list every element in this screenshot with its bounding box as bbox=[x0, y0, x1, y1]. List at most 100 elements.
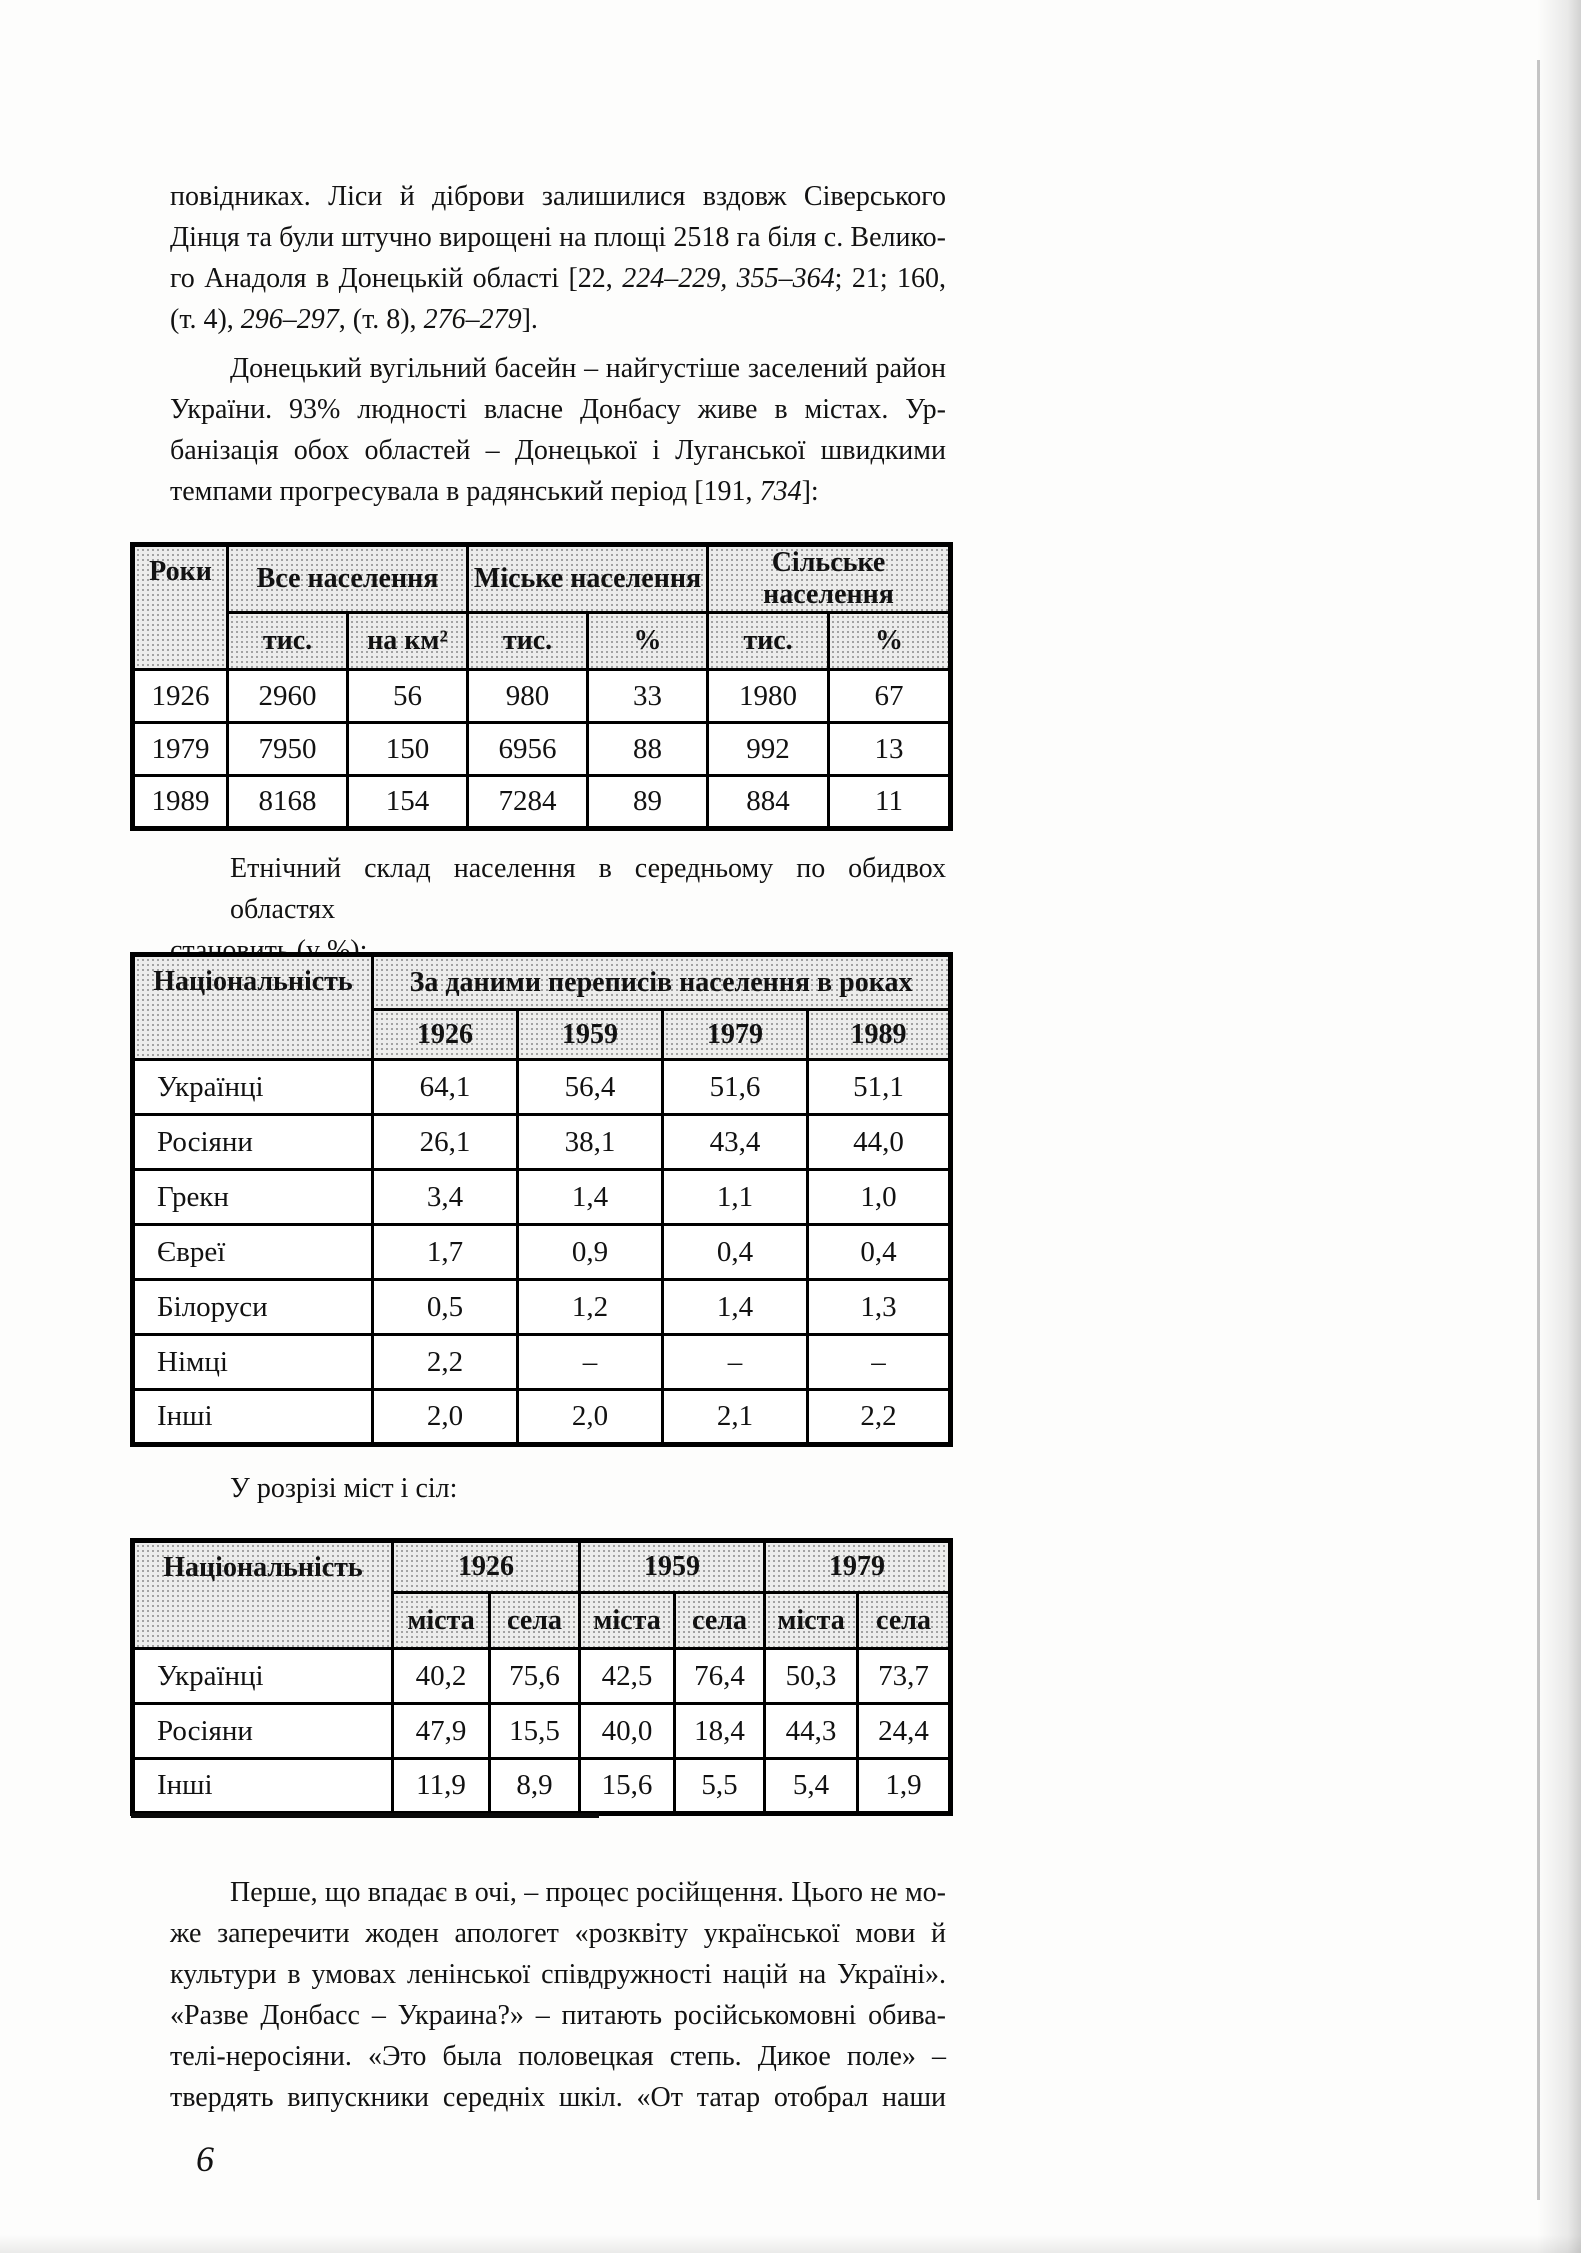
subheader-year: 1926 bbox=[371, 1008, 519, 1061]
table-subheader-row: міста села міста села міста села bbox=[133, 1591, 952, 1650]
cell: 44,3 bbox=[763, 1702, 859, 1760]
cell: 2,0 bbox=[516, 1388, 664, 1446]
text-line: «Разве Донбасс – Украина?» – питають рос… bbox=[170, 2000, 946, 2031]
header-census-years: За даними переписів населення в роках bbox=[370, 953, 953, 1011]
paragraph-3: Етнічний склад населення в середньому по… bbox=[170, 848, 946, 971]
subheader: тис. bbox=[706, 611, 831, 671]
text-line: культури в умовах ленінської співдружнос… bbox=[170, 1959, 946, 1990]
paragraph-2: Донецький вугільний басейн – найгустіше … bbox=[170, 348, 946, 512]
cell: 8,9 bbox=[488, 1757, 581, 1815]
table-row: Росіяни 47,9 15,5 40,0 18,4 44,3 24,4 bbox=[131, 1702, 952, 1760]
cell: 15,5 bbox=[488, 1702, 581, 1760]
scan-edge-shadow bbox=[1537, 0, 1581, 2253]
cell: 56,4 bbox=[516, 1058, 664, 1116]
cell: 75,6 bbox=[488, 1647, 581, 1705]
cell: 884 bbox=[706, 774, 831, 830]
cell: 51,6 bbox=[661, 1058, 809, 1116]
paragraph-5: Перше, що впадає в очі, – процес російще… bbox=[170, 1872, 946, 2118]
text-line: Донецький вугільний басейн – найгустіше … bbox=[230, 353, 946, 384]
cell: 1926 bbox=[131, 668, 229, 724]
cell: 1,3 bbox=[805, 1278, 953, 1336]
citation-pages: 276–279 bbox=[423, 304, 522, 335]
table-subheader-row: тис. на км² тис. % тис. % bbox=[133, 611, 953, 671]
header-year: 1959 bbox=[578, 1539, 766, 1594]
text-line: же заперечити жоден апологет «розквіту у… bbox=[170, 1918, 946, 1949]
cell: 1,1 bbox=[661, 1168, 809, 1226]
cell: 1980 bbox=[706, 668, 831, 724]
cell: 24,4 bbox=[856, 1702, 952, 1760]
cell: Українці bbox=[131, 1058, 374, 1116]
cell: – bbox=[661, 1333, 809, 1391]
cell: 2960 bbox=[226, 668, 349, 724]
cell: 26,1 bbox=[371, 1113, 519, 1171]
text-line: повідниках. Ліси й діброви залишилися вз… bbox=[170, 181, 946, 212]
cell: 1,9 bbox=[856, 1757, 952, 1815]
cell: Білоруси bbox=[131, 1278, 374, 1336]
text-line: го Анадоля в Донецькій області [22, 224–… bbox=[170, 258, 946, 299]
header-year: 1979 bbox=[763, 1539, 952, 1594]
cell: 1979 bbox=[131, 721, 229, 777]
text-line: телі-неросіяни. «Это была половецкая сте… bbox=[170, 2041, 946, 2072]
cell: 2,2 bbox=[805, 1388, 953, 1446]
cell: Росіяни bbox=[131, 1702, 394, 1760]
table-header-row: Роки Все населення Міське населення Сіль… bbox=[131, 543, 953, 671]
header-years: Роки bbox=[131, 543, 229, 671]
cell: 67 bbox=[827, 668, 953, 724]
cell: 88 bbox=[586, 721, 710, 777]
cell: 0,9 bbox=[516, 1223, 664, 1281]
cell: 0,4 bbox=[805, 1223, 953, 1281]
table-header-row: Національність За даними переписів насел… bbox=[131, 953, 953, 1061]
cell: 150 bbox=[345, 721, 470, 777]
subheader: міста bbox=[578, 1591, 676, 1650]
subheader: % bbox=[827, 611, 953, 671]
cell: 992 bbox=[706, 721, 831, 777]
cities-villages-table: Національність 1926 1959 1979 міста села… bbox=[130, 1538, 953, 1816]
text-line: темпами прогресувала в радянський період… bbox=[170, 471, 946, 512]
scan-artifact-line bbox=[131, 1813, 599, 1818]
cell: – bbox=[516, 1333, 664, 1391]
cell: Росіяни bbox=[131, 1113, 374, 1171]
text-segment: , (т. 8), bbox=[338, 304, 424, 335]
text-line: Перше, що впадає в очі, – процес російще… bbox=[230, 1877, 946, 1908]
table-row: 1979 7950 150 6956 88 992 13 bbox=[131, 721, 953, 777]
cell: Євреї bbox=[131, 1223, 374, 1281]
scan-edge-line bbox=[1537, 60, 1540, 2200]
cell: 44,0 bbox=[805, 1113, 953, 1171]
cell: 2,0 bbox=[371, 1388, 519, 1446]
text-segment: ]: bbox=[801, 476, 819, 507]
cell: 1,2 bbox=[516, 1278, 664, 1336]
cell: 40,2 bbox=[391, 1647, 491, 1705]
text-segment: (т. 4), bbox=[170, 304, 241, 335]
table-subheader-row: 1926 1959 1979 1989 bbox=[133, 1008, 953, 1061]
cell: 47,9 bbox=[391, 1702, 491, 1760]
subheader: села bbox=[856, 1591, 952, 1650]
header-rural-population: Сільське населення bbox=[706, 543, 953, 614]
subheader-year: 1959 bbox=[516, 1008, 664, 1061]
subheader-year: 1989 bbox=[805, 1008, 953, 1061]
subheader: села bbox=[673, 1591, 766, 1650]
subheader-year: 1979 bbox=[661, 1008, 809, 1061]
text-segment: го Анадоля в Донецькій області [22, bbox=[170, 263, 623, 294]
cell: 13 bbox=[827, 721, 953, 777]
paragraph-4: У розрізі міст і сіл: bbox=[170, 1468, 946, 1509]
citation-pages: 224–229, 355–364 bbox=[622, 263, 835, 294]
cell: 76,4 bbox=[673, 1647, 766, 1705]
text-line: України. 93% людності власне Донбасу жив… bbox=[170, 394, 946, 425]
table-row: Євреї 1,7 0,9 0,4 0,4 bbox=[131, 1223, 953, 1281]
cell: 50,3 bbox=[763, 1647, 859, 1705]
header-nationality: Національність bbox=[131, 953, 374, 1061]
table-row: Українці 40,2 75,6 42,5 76,4 50,3 73,7 bbox=[131, 1647, 952, 1705]
cell: 89 bbox=[586, 774, 710, 830]
cell: 7950 bbox=[226, 721, 349, 777]
table-header-row: Національність 1926 1959 1979 bbox=[131, 1539, 952, 1650]
table-row: Німці 2,2– – – bbox=[131, 1333, 953, 1391]
subheader: села bbox=[488, 1591, 581, 1650]
cell: 0,4 bbox=[661, 1223, 809, 1281]
urbanization-table: Роки Все населення Міське населення Сіль… bbox=[130, 542, 954, 831]
cell: 7284 bbox=[466, 774, 590, 830]
table-row: 1989 8168 154 7284 89 884 11 bbox=[131, 774, 953, 830]
paragraph-1: повідниках. Ліси й діброви залишилися вз… bbox=[170, 176, 946, 340]
cell: Українці bbox=[131, 1647, 394, 1705]
table-row: Росіяни 26,1 38,1 43,4 44,0 bbox=[131, 1113, 953, 1171]
